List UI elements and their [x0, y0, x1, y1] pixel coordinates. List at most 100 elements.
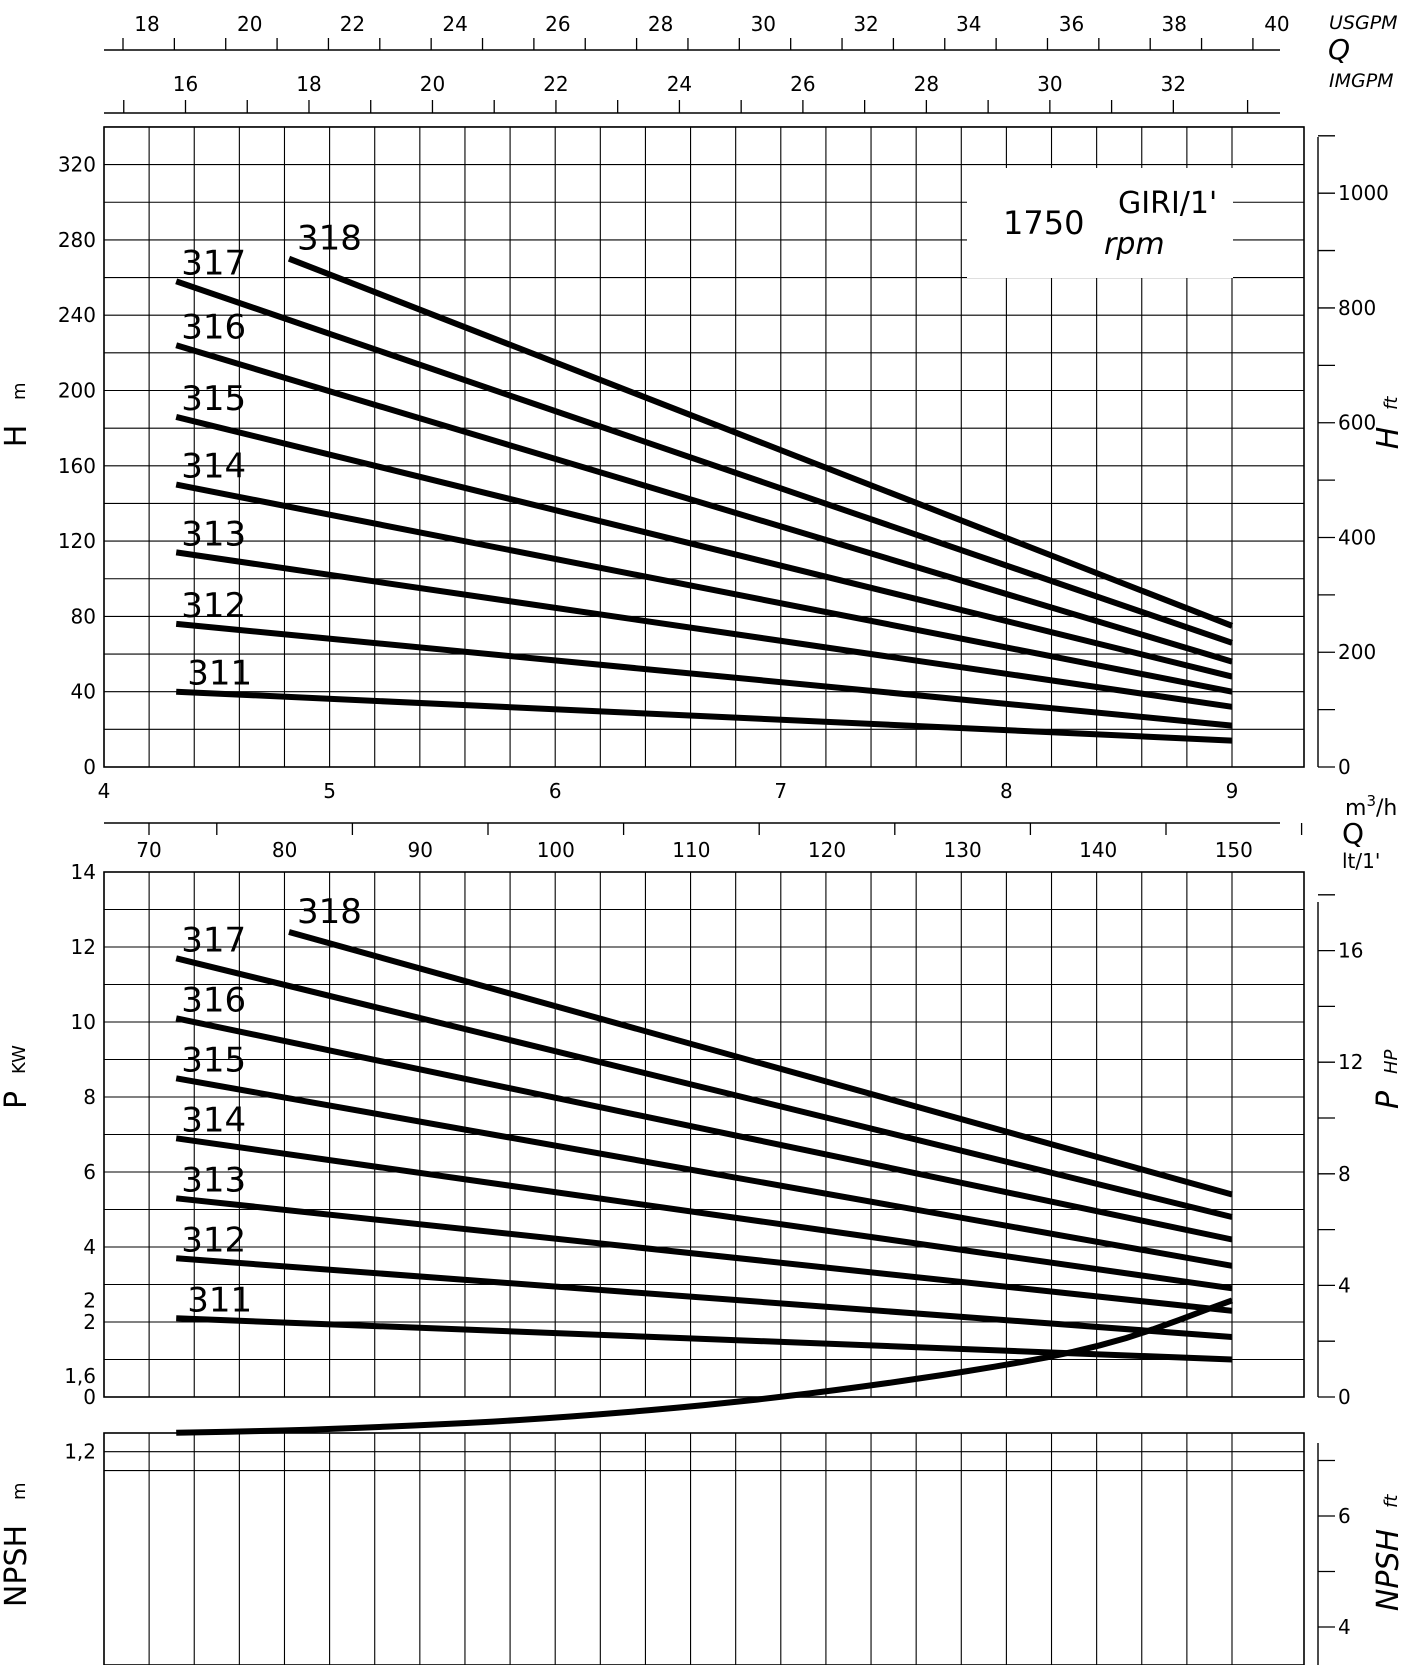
head-ft-axis-title: H [1371, 427, 1406, 450]
head-tick-label: 120 [58, 529, 96, 553]
power-curve-314 [175, 1135, 1233, 1292]
lmin-tick-label: 120 [808, 838, 846, 862]
npsh-ft-axis-title: NPSH [1371, 1529, 1406, 1611]
power-curve-317 [175, 955, 1233, 1220]
power-axis-unit: KW [9, 1045, 30, 1074]
power-curve-313 [175, 1195, 1233, 1314]
head-ft-tick-label: 800 [1338, 296, 1376, 320]
middle-flow-axes: 4 5 6 7 8 9 70 80 90 100 110 120 130 140 150 [98, 779, 1303, 862]
imgpm-tick-label: 26 [790, 72, 815, 96]
m3h-tick-label: 9 [1226, 779, 1239, 803]
usgpm-tick-label: 22 [340, 12, 365, 36]
npsh-tick-label: 1,6 [64, 1364, 96, 1388]
power-curve-316 [175, 1015, 1233, 1243]
speed-box: 1750 GIRI/1' rpm [967, 168, 1233, 278]
grid [103, 126, 1304, 1665]
head-curve-label: 315 [181, 379, 246, 419]
power-curve-label: 318 [297, 892, 362, 932]
head-curve-311 [176, 688, 1233, 744]
top-flow-axes: 18 20 22 24 26 28 30 32 34 36 38 40 16 18 20 22 24 26 28 30… [104, 12, 1290, 114]
usgpm-tick-label: 26 [545, 12, 570, 36]
power-hp-tick-label: 16 [1338, 939, 1363, 963]
usgpm-tick-label: 24 [442, 12, 467, 36]
flow-unit-labels: USGPM Q IMGPM m3/h Q lt/1' [1328, 12, 1398, 873]
panel-frame [103, 871, 1305, 1398]
power-hp-axis-title: P [1371, 1090, 1406, 1109]
head-ft-tick-label: 400 [1338, 525, 1376, 549]
m3h-tick-label: 7 [774, 779, 787, 803]
head-ft-tick-label: 600 [1338, 411, 1376, 435]
head-curve-313 [175, 549, 1233, 710]
imgpm-tick-label: 24 [667, 72, 692, 96]
npsh-ft-tick-label: 6 [1338, 1504, 1351, 1528]
power-curve-label: 312 [181, 1220, 246, 1260]
usgpm-tick-label: 36 [1059, 12, 1084, 36]
speed-value: 1750 [1003, 204, 1084, 242]
speed-unit-label: GIRI/1' [1118, 186, 1217, 221]
power-curve-label: 314 [181, 1100, 246, 1140]
npsh-curve [176, 1297, 1234, 1436]
power-hp-tick-label: 4 [1338, 1273, 1351, 1297]
npsh-tick-label: 2 [83, 1288, 96, 1312]
power-hp-tick-label: 8 [1338, 1162, 1351, 1186]
lmin-tick-label: 100 [537, 838, 575, 862]
head-ft-axis-unit: ft [1381, 396, 1402, 410]
power-curve-label: 311 [187, 1280, 252, 1320]
head-curve-316 [175, 342, 1233, 665]
head-curve-label: 317 [181, 243, 246, 283]
power-curve-318 [288, 929, 1233, 1198]
usgpm-tick-label: 32 [853, 12, 878, 36]
head-ft-tick-label: 0 [1338, 755, 1351, 779]
imgpm-tick-label: 20 [420, 72, 445, 96]
imgpm-tick-label: 16 [173, 72, 198, 96]
m3h-tick-label: 5 [323, 779, 336, 803]
power-curve-label: 315 [181, 1040, 246, 1080]
speed-rpm-label: rpm [1104, 227, 1165, 262]
m3h-tick-label: 8 [1000, 779, 1013, 803]
lmin-tick-label: 130 [944, 838, 982, 862]
power-curve-label: 317 [181, 920, 246, 960]
q-symbol-mid: Q [1342, 817, 1364, 850]
power-curve-312 [175, 1255, 1233, 1340]
m3h-tick-label: 6 [549, 779, 562, 803]
lmin-tick-label: 90 [407, 838, 432, 862]
panel-frame [103, 1432, 1305, 1665]
head-curve-label: 311 [187, 654, 252, 694]
imgpm-tick-label: 32 [1161, 72, 1186, 96]
usgpm-tick-label: 40 [1264, 12, 1289, 36]
head-curve-318 [287, 255, 1234, 629]
imgpm-tick-label: 30 [1037, 72, 1062, 96]
head-curve-label: 318 [297, 219, 362, 259]
panel-frame [103, 126, 1305, 768]
npsh-tick-label: 1,2 [64, 1440, 96, 1464]
m3h-tick-label: 4 [98, 779, 111, 803]
usgpm-tick-label: 20 [237, 12, 262, 36]
head-curve-314 [175, 481, 1233, 695]
imgpm-tick-label: 18 [296, 72, 321, 96]
head-curve-317 [175, 278, 1233, 646]
power-tick-label: 10 [71, 1010, 96, 1034]
head-ft-tick-label: 1000 [1338, 181, 1389, 205]
imgpm-tick-label: 28 [914, 72, 939, 96]
power-tick-label: 8 [83, 1085, 96, 1109]
head-axis-unit: m [9, 382, 30, 400]
usgpm-tick-label: 28 [648, 12, 673, 36]
usgpm-tick-label: 18 [134, 12, 159, 36]
performance-curves: 311 312 313 314 315 316 317 318 311 312 313 314 315 3… [175, 219, 1234, 1436]
npsh-ft-axis-unit: ft [1381, 1494, 1402, 1508]
head-curve-label: 313 [181, 514, 246, 554]
head-tick-label: 0 [83, 755, 96, 779]
power-tick-label: 2 [83, 1310, 96, 1334]
left-y-axes: 0 40 80 120 160 200 240 280 320 0 2 4 6 8 10 12 14 1,2 1,6… [58, 153, 96, 1464]
lmin-unit: lt/1' [1342, 849, 1380, 873]
lmin-tick-label: 70 [136, 838, 161, 862]
head-tick-label: 80 [71, 604, 96, 628]
power-curve-315 [175, 1075, 1233, 1269]
usgpm-unit: USGPM [1329, 12, 1398, 34]
npsh-ft-tick-label: 4 [1338, 1615, 1351, 1639]
head-ft-tick-label: 200 [1338, 640, 1376, 664]
head-curve-315 [175, 413, 1233, 680]
lmin-tick-label: 150 [1215, 838, 1253, 862]
plot-frames [103, 126, 1305, 1665]
head-axis-title: H [0, 425, 34, 448]
